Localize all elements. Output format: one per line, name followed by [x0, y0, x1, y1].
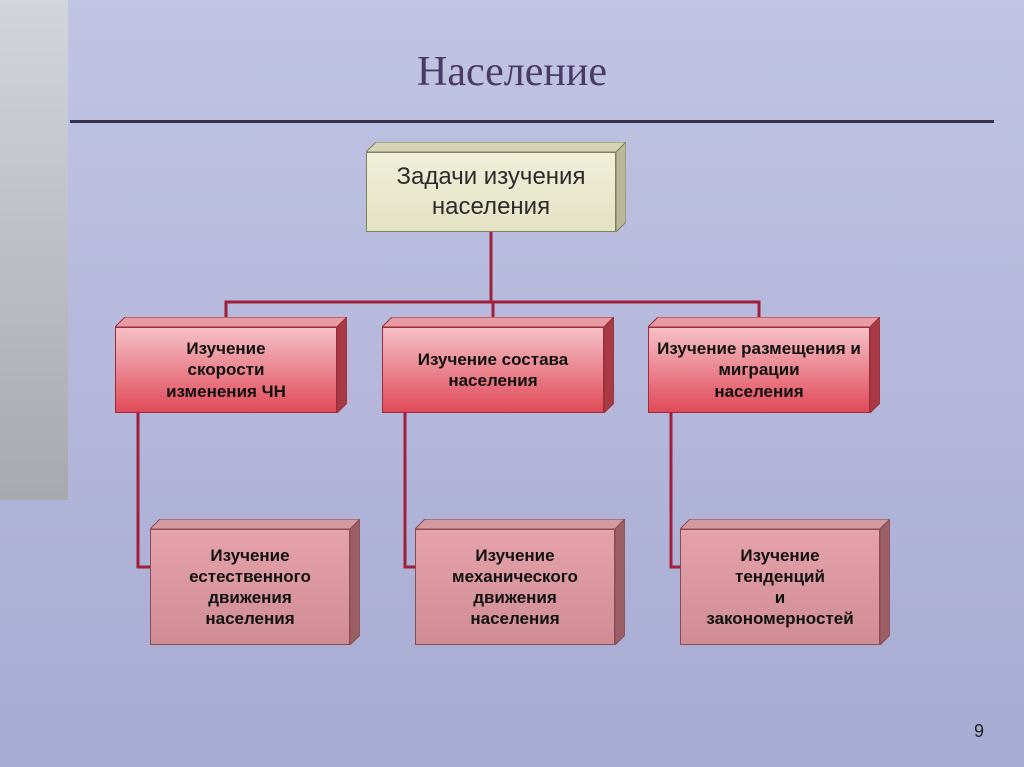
node-bot_center-label: Изучение механического движения населени… [415, 529, 615, 645]
node-bot_center: Изучение механического движения населени… [415, 519, 625, 645]
node-root: Задачи изучения населения [366, 142, 626, 232]
node-mid_left: Изучение скорости изменения ЧН [115, 317, 347, 413]
slide-title: Население [0, 48, 1024, 96]
title-divider [70, 120, 994, 123]
node-bot_right-label: Изучение тенденций и закономерностей [680, 529, 880, 645]
node-mid_right: Изучение размещения и миграции населения [648, 317, 880, 413]
node-mid_left-label: Изучение скорости изменения ЧН [115, 327, 337, 413]
node-mid_center: Изучение состава населения [382, 317, 614, 413]
node-mid_center-label: Изучение состава населения [382, 327, 604, 413]
node-bot_left-label: Изучение естественного движения населени… [150, 529, 350, 645]
node-bot_right: Изучение тенденций и закономерностей [680, 519, 890, 645]
node-mid_right-label: Изучение размещения и миграции населения [648, 327, 870, 413]
page-number: 9 [974, 721, 984, 742]
node-root-label: Задачи изучения населения [366, 152, 616, 232]
node-bot_left: Изучение естественного движения населени… [150, 519, 360, 645]
slide: Население Задачи изучения населения Изуче… [0, 0, 1024, 767]
